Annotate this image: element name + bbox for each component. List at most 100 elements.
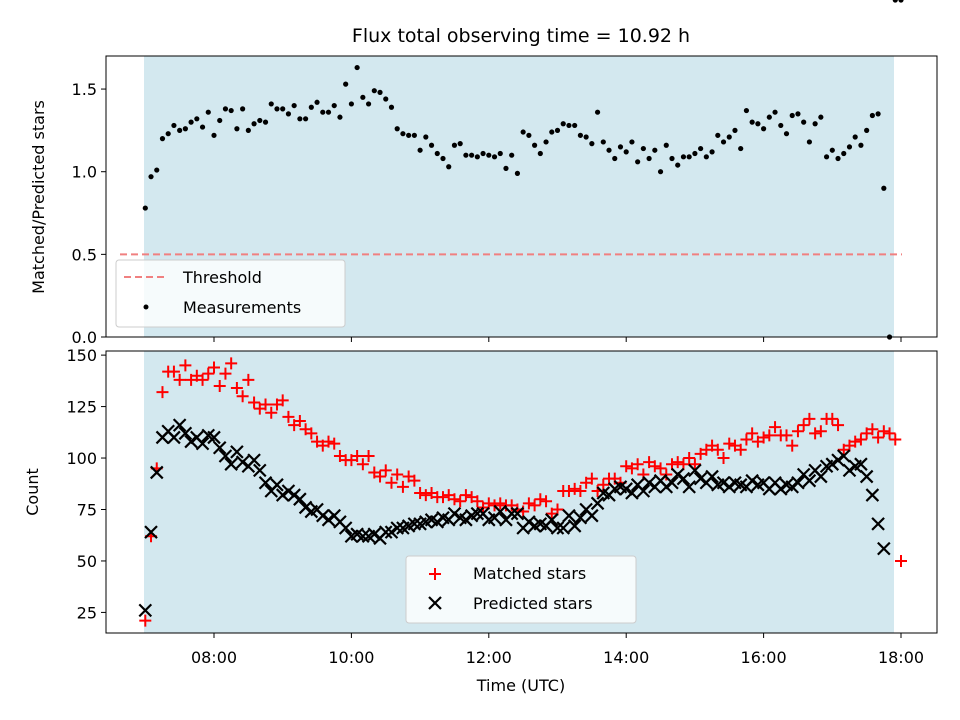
matched-star-point	[717, 452, 730, 465]
matched-star-point	[276, 394, 289, 407]
measurement-point	[858, 142, 864, 148]
x-tick-label: 14:00	[603, 648, 649, 667]
measurement-point	[829, 147, 835, 153]
measurement-point	[217, 117, 223, 124]
matched-star-point	[305, 427, 318, 440]
matched-star-point	[482, 497, 495, 510]
matched-star-point	[780, 429, 793, 442]
measurement-point	[554, 127, 561, 133]
matched-star-point	[551, 503, 564, 516]
measurement-point	[285, 111, 292, 117]
measurement-point	[606, 147, 612, 153]
measurement-point	[812, 121, 818, 127]
matched-star-point	[786, 439, 799, 452]
predicted-star-point	[573, 510, 588, 525]
predicted-star-point	[859, 469, 874, 484]
matched-star-point	[454, 495, 467, 508]
measurement-point	[428, 142, 435, 148]
x-tick-label: 12:00	[466, 648, 512, 667]
matched-star-point	[757, 431, 770, 444]
measurement-point	[320, 109, 326, 115]
measurement-point	[211, 132, 217, 138]
measurement-point	[818, 114, 824, 120]
measurement-point	[652, 147, 658, 153]
measurement-point	[514, 170, 521, 176]
measurement-point	[469, 152, 475, 158]
bottom-y-tick-label: 100	[66, 449, 97, 468]
measurement-point	[262, 119, 269, 125]
top-frame	[105, 55, 938, 338]
measurement-point	[772, 109, 778, 115]
top-y-axis-label: Matched/Predicted stars	[29, 100, 48, 294]
predicted-star-point	[854, 457, 868, 471]
matched-star-point	[791, 425, 804, 438]
predicted-star-point	[636, 484, 651, 498]
measurement-point	[457, 141, 463, 147]
measurement-point	[245, 127, 251, 133]
measurement-point	[446, 164, 452, 170]
measurement-point	[526, 132, 532, 138]
measurement-point	[331, 102, 337, 109]
measurement-point	[303, 116, 309, 122]
matched-star-point	[540, 495, 553, 508]
predicted-star-point	[224, 457, 238, 471]
measurement-point	[680, 154, 687, 160]
measurement-point	[205, 109, 211, 115]
measurement-point	[388, 104, 395, 110]
measurement-point	[898, 0, 904, 3]
matched-star-point	[597, 478, 610, 491]
measurement-point	[761, 126, 767, 132]
matched-star-point	[248, 396, 261, 409]
matched-star-point	[379, 464, 392, 477]
predicted-star-point	[430, 515, 445, 529]
measurement-point	[451, 142, 458, 148]
predicted-star-point	[585, 508, 599, 523]
matched-star-point	[534, 493, 547, 506]
matched-star-point	[688, 458, 701, 471]
predicted-star-point	[510, 506, 525, 521]
predicted-star-point	[722, 480, 737, 494]
predicted-star-point	[207, 430, 221, 445]
matched-star-point	[797, 419, 810, 432]
measurement-point	[171, 122, 177, 129]
measurement-point	[594, 109, 601, 115]
measurement-point	[766, 114, 772, 120]
measurement-point	[709, 149, 715, 155]
measurement-point	[423, 134, 429, 140]
predicted-star-point	[384, 525, 399, 539]
predicted-star-point	[842, 463, 857, 478]
top-y-axis: 0.0 0.5 1.0 1.5	[72, 80, 106, 347]
matched-star-point	[746, 427, 759, 440]
measurement-point	[240, 106, 246, 112]
matched-star-point	[814, 425, 827, 438]
measurement-point	[720, 139, 727, 145]
top-marks	[120, 0, 904, 340]
legend-threshold-label: Threshold	[182, 268, 262, 287]
measurement-point	[583, 134, 589, 140]
predicted-star-point	[550, 521, 565, 535]
matched-star-point	[448, 493, 461, 506]
matched-star-point	[385, 476, 398, 489]
predicted-star-point	[670, 467, 685, 482]
matched-star-point	[562, 484, 575, 497]
measurement-point	[228, 107, 234, 114]
predicted-star-point	[230, 445, 244, 459]
predicted-star-point	[785, 480, 800, 494]
measurement-point	[440, 155, 446, 162]
measurement-point	[698, 145, 704, 152]
measurement-point	[823, 154, 830, 160]
predicted-star-point	[865, 488, 880, 502]
measurement-point	[142, 205, 148, 211]
predicted-star-point	[831, 453, 845, 467]
predicted-star-point	[619, 482, 633, 496]
measurement-point	[881, 185, 887, 191]
matched-star-point	[236, 390, 249, 403]
measurement-point	[360, 94, 366, 100]
predicted-star-point	[247, 453, 261, 467]
matched-star-point	[459, 489, 472, 502]
matched-star-point	[351, 449, 364, 462]
predicted-star-point	[144, 525, 158, 539]
measurement-point	[354, 64, 360, 71]
predicted-star-point	[390, 521, 404, 535]
measurement-point	[663, 142, 669, 148]
